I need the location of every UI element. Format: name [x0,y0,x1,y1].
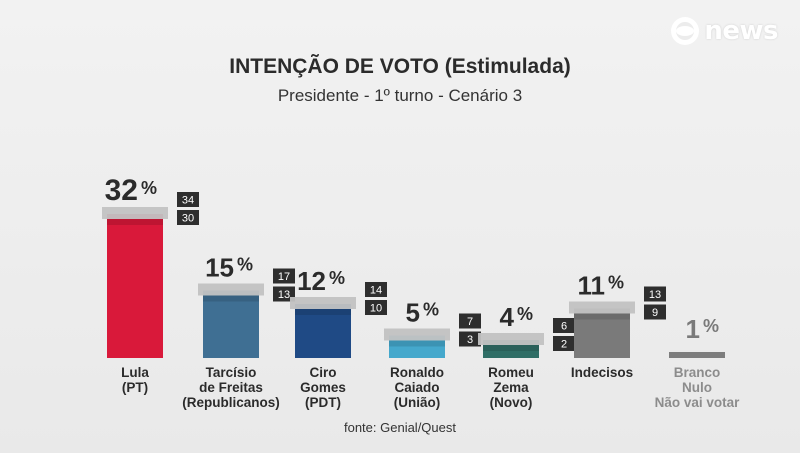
category-label-line: Caiado [394,380,439,395]
value-label: 4 [500,302,515,332]
globonews-logo: news [670,16,778,46]
bar-group: 4 % 6 2 Romeu Zema (Novo) [478,302,575,410]
error-band [198,283,264,296]
bar-group: 12 % 14 10 Ciro Gomes (PDT) [290,266,387,410]
category-label-line: de Freitas [199,380,263,395]
percent-sign: % [237,255,253,275]
bar [203,290,259,358]
category-label: Lula (PT) [121,365,149,395]
category-label-line: Ciro [310,365,337,380]
bar [389,335,445,358]
upper-bound-label: 34 [182,195,194,207]
percent-sign: % [608,273,624,293]
bar-group: 11 % 13 9 Indecisos [569,271,666,380]
category-label: Romeu Zema (Novo) [488,365,534,410]
error-band-shade [107,219,163,225]
bar-group: 15 % 17 13 Tarcísio de Freitas (Republicanos) [182,253,295,410]
upper-bound-label: 14 [370,285,382,297]
category-label-line: Romeu [488,365,534,380]
upper-bound-box [459,313,481,329]
bar [574,308,630,358]
upper-bound-label: 13 [649,289,661,301]
value-label: 15 [205,253,234,283]
category-label-line: Indecisos [571,365,633,380]
upper-bound-box [644,286,666,302]
lower-bound-box [177,210,199,225]
category-label-line: Nulo [682,380,712,395]
error-band [569,301,635,314]
error-band-shade [483,345,539,351]
lower-bound-box [553,336,575,351]
value-label: 32 [105,174,138,207]
upper-bound-box [177,192,199,207]
upper-bound-label: 17 [278,271,290,283]
percent-sign: % [141,178,157,198]
upper-bound-box [365,282,387,297]
category-label-line: Branco [674,365,721,380]
bar-group: 32 % 34 30 Lula (PT) [102,174,199,395]
category-label: Indecisos [571,365,633,380]
error-band-shade [295,309,351,315]
category-label: Ciro Gomes (PDT) [300,365,346,410]
value-label: 5 [406,298,420,328]
upper-bound-box [273,268,295,284]
bar [669,352,725,358]
lower-bound-label: 2 [561,339,567,351]
error-band [384,328,450,341]
lower-bound-box [459,331,481,347]
lower-bound-label: 3 [467,334,473,346]
value-label: 1 [686,314,700,344]
category-label-line: Lula [121,365,149,380]
chart-title: INTENÇÃO DE VOTO (Estimulada) [229,55,571,78]
category-label: Ronaldo Caiado (União) [390,365,444,410]
bar-group: 5 % 7 3 Ronaldo Caiado (União) [384,298,481,410]
percent-sign: % [329,268,345,288]
bar [107,214,163,358]
category-label-line: (PT) [122,380,148,395]
lower-bound-label: 10 [370,303,382,315]
category-label: Branco Nulo Não vai votar [655,365,741,410]
category-label-line: (Novo) [490,395,533,410]
error-band-shade [574,313,630,320]
chart-subtitle: Presidente - 1º turno - Cenário 3 [277,86,523,105]
upper-bound-label: 7 [467,316,473,328]
category-label-line: Zema [493,380,529,395]
brand-text: news [704,16,778,46]
error-band [478,333,544,345]
source-note: fonte: Genial/Quest [343,420,456,435]
bar-group: 1 % Branco Nulo Não vai votar [655,314,741,410]
globo-logo-icon [671,17,700,45]
category-label: Tarcísio de Freitas (Republicanos) [182,365,280,410]
category-label-line: (Republicanos) [182,395,280,410]
percent-sign: % [517,304,533,324]
value-label: 11 [578,271,606,301]
bar [295,304,351,358]
error-band [290,297,356,309]
upper-bound-label: 6 [561,321,567,333]
percent-sign: % [703,316,719,336]
category-label-line: (PDT) [305,395,341,410]
percent-sign: % [423,300,439,320]
lower-bound-box [273,286,295,302]
category-label-line: Não vai votar [655,395,741,410]
category-label-line: Ronaldo [390,365,444,380]
lower-bound-label: 9 [652,307,658,319]
category-label-line: Gomes [300,380,346,395]
lower-bound-label: 13 [278,289,290,301]
lower-bound-box [644,304,666,320]
category-label-line: (União) [394,395,441,410]
upper-bound-box [553,318,575,333]
category-label-line: Tarcísio [206,365,257,380]
lower-bound-box [365,300,387,315]
value-label: 12 [297,266,326,296]
error-band [102,207,168,219]
lower-bound-label: 30 [182,213,194,225]
error-band-shade [203,295,259,302]
error-band-shade [389,340,445,347]
